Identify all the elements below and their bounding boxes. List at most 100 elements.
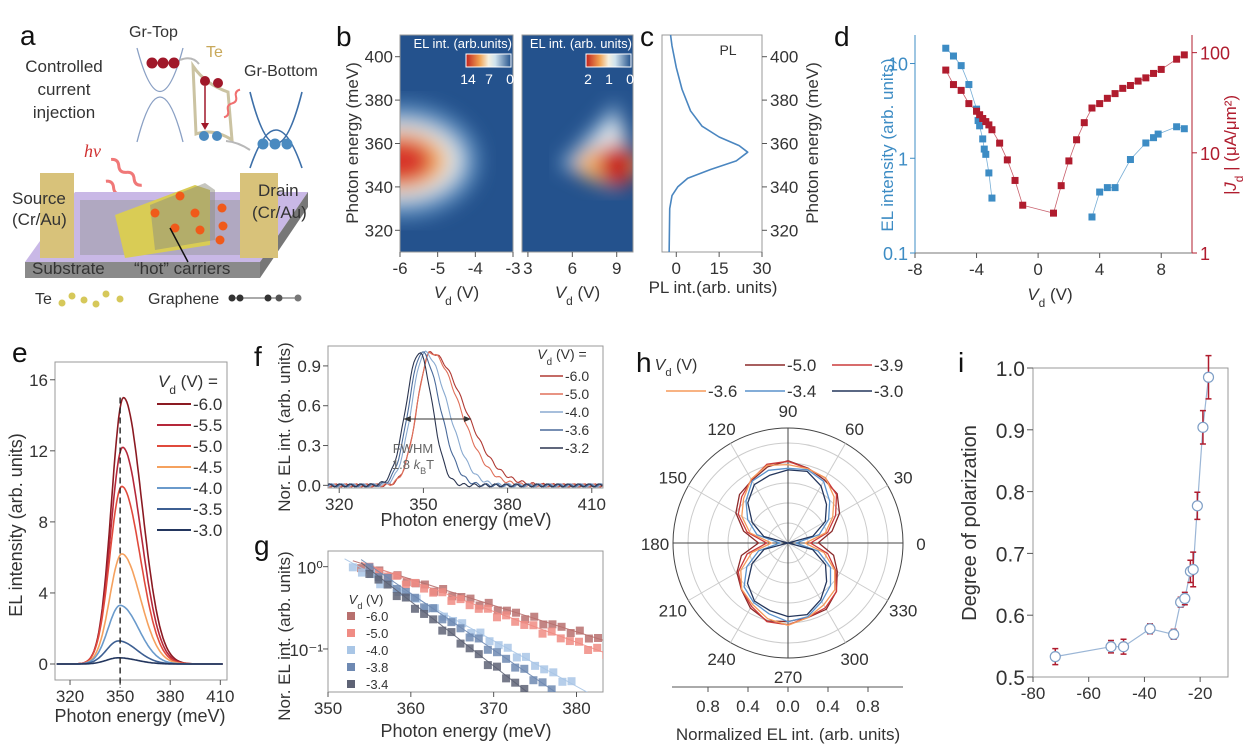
y-axis-label: EL intensity (arb. units) bbox=[6, 433, 26, 616]
pl-legend: PL bbox=[719, 42, 736, 58]
x-axis-label: Vd (V) bbox=[434, 283, 479, 308]
data-point bbox=[549, 668, 558, 677]
y-tick-label: 0.9 bbox=[297, 357, 321, 376]
x-tick-label: -4 bbox=[468, 259, 483, 278]
data-point bbox=[1144, 623, 1156, 635]
el-point bbox=[1142, 139, 1150, 147]
angle-tick-label: 270 bbox=[774, 668, 802, 687]
electron bbox=[213, 78, 223, 88]
el-point bbox=[1111, 184, 1119, 192]
plot-frame bbox=[521, 34, 634, 253]
x-axis-label: Normalized EL int. (arb. units) bbox=[676, 725, 900, 744]
y-tick-label: 10⁰ bbox=[297, 559, 323, 578]
normalized-el-panel: 320 350 380 410 0.0 0.3 0.6 0.9 -6.0 -5.0 -4.0 -3.6… bbox=[275, 342, 606, 530]
data-point bbox=[530, 612, 539, 621]
data-point bbox=[456, 624, 465, 633]
el-point bbox=[942, 44, 950, 52]
data-point bbox=[538, 678, 547, 687]
plot-frame bbox=[327, 345, 604, 489]
el-point bbox=[982, 150, 990, 158]
data-point bbox=[474, 634, 483, 643]
plot-frame bbox=[1032, 367, 1229, 678]
label-part: (V) = bbox=[552, 346, 587, 362]
y-left-tick-label: 10 bbox=[888, 55, 908, 75]
data-point bbox=[365, 563, 374, 572]
current-point bbox=[1126, 81, 1134, 89]
legend-label: -5.0 bbox=[787, 356, 816, 375]
fit-line bbox=[360, 561, 603, 653]
y-tick-label: 8 bbox=[39, 513, 48, 532]
legend-swatch bbox=[347, 680, 355, 688]
data-point bbox=[1179, 592, 1191, 605]
colorbar bbox=[465, 53, 512, 68]
current-point bbox=[1096, 100, 1104, 108]
data-point bbox=[483, 604, 492, 613]
data-point bbox=[376, 580, 385, 589]
current-point bbox=[996, 139, 1004, 147]
data-point bbox=[538, 629, 547, 638]
y-axis-label: Photon energy (meV) bbox=[803, 62, 822, 224]
hot-carrier-pointer bbox=[169, 227, 189, 263]
data-point bbox=[465, 601, 474, 610]
y-tick-label: 0.6 bbox=[297, 397, 321, 416]
data-point bbox=[520, 620, 529, 629]
data-point bbox=[547, 627, 556, 636]
legend-title: Vd (V) bbox=[655, 357, 698, 379]
label-part: V bbox=[158, 372, 171, 391]
el-current-panel: -8 -4 0 4 8 0.1 1 10 1 10 100 Vd (V) EL intensity (a… bbox=[878, 35, 1246, 310]
y-axis-label: Photon energy (meV) bbox=[343, 62, 362, 224]
label-part: (V) bbox=[452, 283, 479, 302]
legend-title: Vd (V) bbox=[349, 592, 384, 611]
x-tick-label: -80 bbox=[1021, 684, 1046, 703]
colorbar bbox=[585, 53, 632, 68]
source-electrode bbox=[40, 173, 74, 258]
data-point bbox=[374, 575, 383, 584]
label-part: d bbox=[547, 357, 552, 368]
x-tick-label: -60 bbox=[1076, 684, 1101, 703]
legend-label: -6.0 bbox=[366, 609, 388, 624]
current-point bbox=[985, 121, 993, 129]
data-point bbox=[575, 626, 584, 635]
fit-line bbox=[360, 559, 557, 692]
data-point bbox=[492, 613, 501, 622]
y-tick-label: 380 bbox=[770, 91, 798, 110]
polar-spoke bbox=[730, 443, 789, 544]
current-point bbox=[1134, 77, 1142, 85]
data-point bbox=[584, 645, 593, 654]
te-bandgap bbox=[191, 60, 234, 143]
el-point bbox=[976, 122, 984, 130]
x-tick-label: -6 bbox=[392, 259, 407, 278]
label-part: d bbox=[665, 367, 671, 379]
data-point bbox=[476, 628, 485, 637]
el-point bbox=[1154, 130, 1162, 138]
drain-label: Drain bbox=[258, 181, 299, 200]
electrons-top bbox=[146, 57, 180, 69]
electron bbox=[200, 76, 210, 86]
data-point bbox=[502, 611, 511, 620]
fwhm-label: FWHM bbox=[393, 441, 433, 456]
el-point bbox=[979, 135, 987, 143]
label-part: k bbox=[414, 457, 422, 472]
x-tick-label: 380 bbox=[562, 699, 590, 718]
fwhm-value: 1.8 kBT bbox=[392, 457, 434, 476]
label-part: d bbox=[1039, 296, 1046, 310]
el-point bbox=[1126, 156, 1134, 164]
angle-tick-label: 150 bbox=[659, 469, 687, 488]
data-point bbox=[1187, 563, 1199, 576]
radial-tick-label: 0.4 bbox=[816, 697, 840, 716]
legend-label: -5.0 bbox=[193, 437, 222, 456]
y-tick-label: 0.3 bbox=[297, 437, 321, 456]
y-left-tick-label: 1 bbox=[898, 149, 908, 169]
x-axis-label: Photon energy (meV) bbox=[380, 510, 551, 530]
y-tick-label: 0.7 bbox=[996, 543, 1025, 566]
polarization-panel: -80 -60 -40 -20 0.5 0.6 0.7 0.8 0.9 1.0 Degree of … bbox=[959, 354, 1229, 703]
legend-graphene-label: Graphene bbox=[148, 291, 219, 308]
data-point bbox=[540, 665, 549, 674]
el-spectra-panel: 320 350 380 410 0 4 8 12 16 -6.0 -5.5 -5.0 -4.5 -4.0 -… bbox=[6, 361, 235, 726]
heatmap-cells bbox=[522, 35, 633, 252]
heatmap-peak bbox=[598, 143, 633, 188]
x-tick-label: 9 bbox=[612, 259, 621, 278]
data-point bbox=[392, 592, 401, 601]
plot-frame bbox=[327, 550, 604, 693]
data-point bbox=[593, 643, 602, 652]
